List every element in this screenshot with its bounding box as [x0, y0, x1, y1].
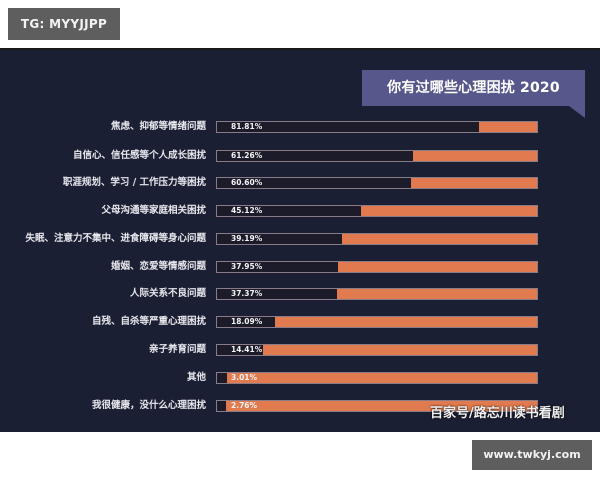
- bar-row: 亲子养育问题 14.41%: [0, 343, 600, 357]
- site-label: www.twkyj.com: [472, 440, 592, 470]
- bar-fill: [336, 289, 537, 299]
- bar-track: 39.19%: [216, 233, 538, 245]
- category-label: 亲子养育问题: [148, 344, 206, 355]
- value-label: 18.09%: [231, 317, 263, 326]
- bar-fill: [413, 151, 537, 161]
- bar-row: 其他 3.01%: [0, 371, 600, 385]
- value-label: 45.12%: [231, 206, 263, 215]
- bar-fill: [342, 234, 537, 244]
- category-label: 自信心、信任感等个人成长困扰: [72, 150, 206, 161]
- category-label: 我很健康，没什么心理困扰: [91, 400, 206, 411]
- category-label: 人际关系不良问题: [129, 288, 206, 299]
- bar-row: 人际关系不良问题 37.37%: [0, 287, 600, 301]
- watermark: 百家号/路忘川读书看剧: [430, 406, 565, 421]
- bar-fill: [361, 206, 537, 216]
- bar-track: 2.76%: [216, 400, 538, 412]
- category-label: 其他: [186, 372, 206, 383]
- bar-track: 37.37%: [216, 288, 538, 300]
- bar-row: 自残、自杀等严重心理困扰 18.09%: [0, 315, 600, 329]
- chart-title: 你有过哪些心理困扰 2020: [387, 80, 560, 96]
- category-label: 父母沟通等家庭相关困扰: [101, 205, 206, 216]
- category-label: 职涯规划、学习 / 工作压力等困扰: [62, 177, 206, 188]
- chart-title-box: 你有过哪些心理困扰 2020: [362, 70, 585, 118]
- bar-row: 父母沟通等家庭相关困扰 45.12%: [0, 204, 600, 218]
- bar-row: 失眠、注意力不集中、进食障碍等身心问题 39.19%: [0, 232, 600, 246]
- bar-fill: [338, 262, 537, 272]
- bar-fill: [274, 317, 537, 327]
- bar-track: 61.26%: [216, 150, 538, 162]
- bar-row: 婚姻、恋爱等情感问题 37.95%: [0, 260, 600, 274]
- bar-fill: [263, 345, 537, 355]
- bar-track: 60.60%: [216, 177, 538, 189]
- category-label: 失眠、注意力不集中、进食障碍等身心问题: [25, 233, 206, 244]
- value-label: 14.41%: [231, 345, 263, 354]
- title-notch: [569, 106, 585, 118]
- value-label: 37.37%: [231, 289, 263, 298]
- bar-track: 14.41%: [216, 344, 538, 356]
- bar-fill: [478, 122, 537, 132]
- bar-row: 焦虑、抑郁等情绪问题 81.81%: [0, 120, 600, 134]
- bar-fill: [225, 401, 537, 411]
- bar-fill: [410, 178, 537, 188]
- chart-panel: 你有过哪些心理困扰 2020 焦虑、抑郁等情绪问题 81.81% 自信心、信任感等个…: [0, 48, 600, 432]
- top-band: TG: MYYJJPP: [0, 0, 600, 48]
- category-label: 自残、自杀等严重心理困扰: [91, 316, 206, 327]
- tg-label: TG: MYYJJPP: [8, 8, 120, 40]
- value-label: 60.60%: [231, 178, 263, 187]
- category-label: 婚姻、恋爱等情感问题: [110, 261, 206, 272]
- value-label: 39.19%: [231, 234, 263, 243]
- bar-row: 职涯规划、学习 / 工作压力等困扰 60.60%: [0, 176, 600, 190]
- bar-track: 37.95%: [216, 261, 538, 273]
- bar-fill: [226, 373, 537, 383]
- value-label: 3.01%: [231, 373, 258, 382]
- bar-track: 18.09%: [216, 316, 538, 328]
- bar-row: 我很健康，没什么心理困扰 2.76%: [0, 399, 600, 413]
- category-label: 焦虑、抑郁等情绪问题: [110, 121, 206, 132]
- bottom-band: www.twkyj.com: [0, 432, 600, 480]
- value-label: 37.95%: [231, 262, 263, 271]
- value-label: 2.76%: [231, 401, 258, 410]
- value-label: 81.81%: [231, 122, 263, 131]
- bar-track: 81.81%: [216, 121, 538, 133]
- bar-track: 3.01%: [216, 372, 538, 384]
- bar-track: 45.12%: [216, 205, 538, 217]
- value-label: 61.26%: [231, 151, 263, 160]
- bar-row: 自信心、信任感等个人成长困扰 61.26%: [0, 149, 600, 163]
